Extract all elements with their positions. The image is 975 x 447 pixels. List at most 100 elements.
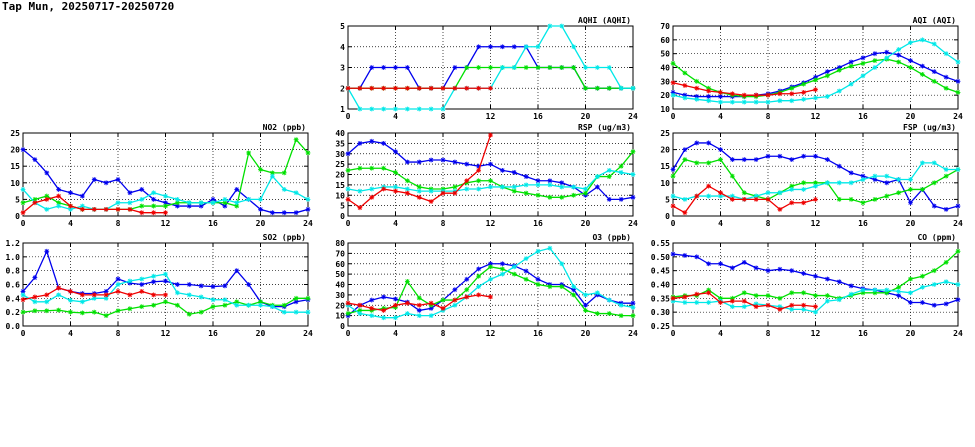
data-point [559,180,565,186]
data-point [535,178,541,184]
data-point [789,302,795,308]
data-point [765,92,771,98]
data-point [789,85,795,91]
data-point [618,197,624,202]
data-point [670,203,676,209]
data-point [44,206,50,212]
data-point [79,299,85,305]
data-point [20,210,26,216]
data-point [56,292,62,298]
data-point [56,307,62,313]
data-point [393,65,398,70]
data-point [452,159,458,165]
data-point [151,197,157,202]
data-point [103,180,109,186]
data-point [908,177,913,182]
data-point [765,302,771,308]
data-point [499,266,505,272]
data-point [416,188,422,194]
data-point [428,157,434,163]
data-point [547,245,553,251]
data-point [848,291,854,297]
data-point [393,188,398,194]
data-point [210,297,216,303]
data-point [163,200,168,206]
data-point [741,190,747,196]
data-point [547,182,553,188]
data-point [729,173,735,179]
data-point [246,150,252,156]
data-point [630,85,636,91]
data-point [258,167,263,172]
data-point [571,184,577,190]
data-point [535,65,541,70]
y-tick-label: 0.25 [651,322,670,331]
data-point [919,160,925,166]
data-point [488,44,493,50]
data-point [369,106,375,112]
data-point [813,309,818,315]
data-point [381,315,387,321]
data-point [706,88,712,94]
data-point [884,287,890,293]
data-point [670,90,676,95]
data-point [32,275,38,280]
x-tick-label: 4 [393,329,398,338]
x-tick-label: 0 [671,219,676,228]
data-point [369,165,375,171]
data-point [718,99,723,105]
data-point [440,157,446,163]
data-point [381,186,387,192]
data-point [20,297,26,303]
data-point [357,302,363,308]
data-point [535,182,541,188]
data-point [357,106,363,112]
data-point [79,310,85,316]
data-point [416,159,422,165]
data-point [824,180,830,186]
data-point [836,65,842,70]
y-tick-label: 40 [335,281,345,290]
data-point [694,85,700,91]
data-point [393,184,398,190]
data-point [163,292,168,298]
y-tick-label: 0.35 [651,294,670,303]
data-point [824,293,830,298]
data-point [777,266,783,272]
data-point [416,184,422,190]
chart-title: AQHI (AQHI) [578,16,631,25]
data-point [777,190,783,196]
data-point [393,106,398,112]
data-point [801,307,807,312]
data-point [416,295,422,301]
data-point [281,210,287,216]
y-tick-label: 20 [335,301,345,310]
data-point [404,190,410,196]
data-point [630,304,636,310]
data-point [706,98,712,104]
y-tick-label: 20 [335,171,345,180]
data-point [246,197,252,202]
x-tick-label: 20 [906,112,916,121]
data-point [174,197,180,202]
data-point [369,186,375,192]
x-tick-label: 16 [208,219,218,228]
data-point [670,60,676,66]
x-tick-label: 12 [811,219,821,228]
data-point [718,193,723,199]
data-point [836,279,842,285]
data-point [404,311,410,316]
y-tick-label: 0.30 [651,308,670,317]
data-point [706,287,712,293]
data-point [464,161,470,167]
data-point [872,287,878,293]
data-point [813,153,818,159]
y-tick-label: 30 [660,77,670,86]
data-point [511,184,517,190]
data-point [801,180,807,186]
x-tick-label: 16 [533,219,543,228]
data-point [884,290,890,296]
y-tick-label: 15 [10,162,20,171]
data-point [919,37,925,43]
